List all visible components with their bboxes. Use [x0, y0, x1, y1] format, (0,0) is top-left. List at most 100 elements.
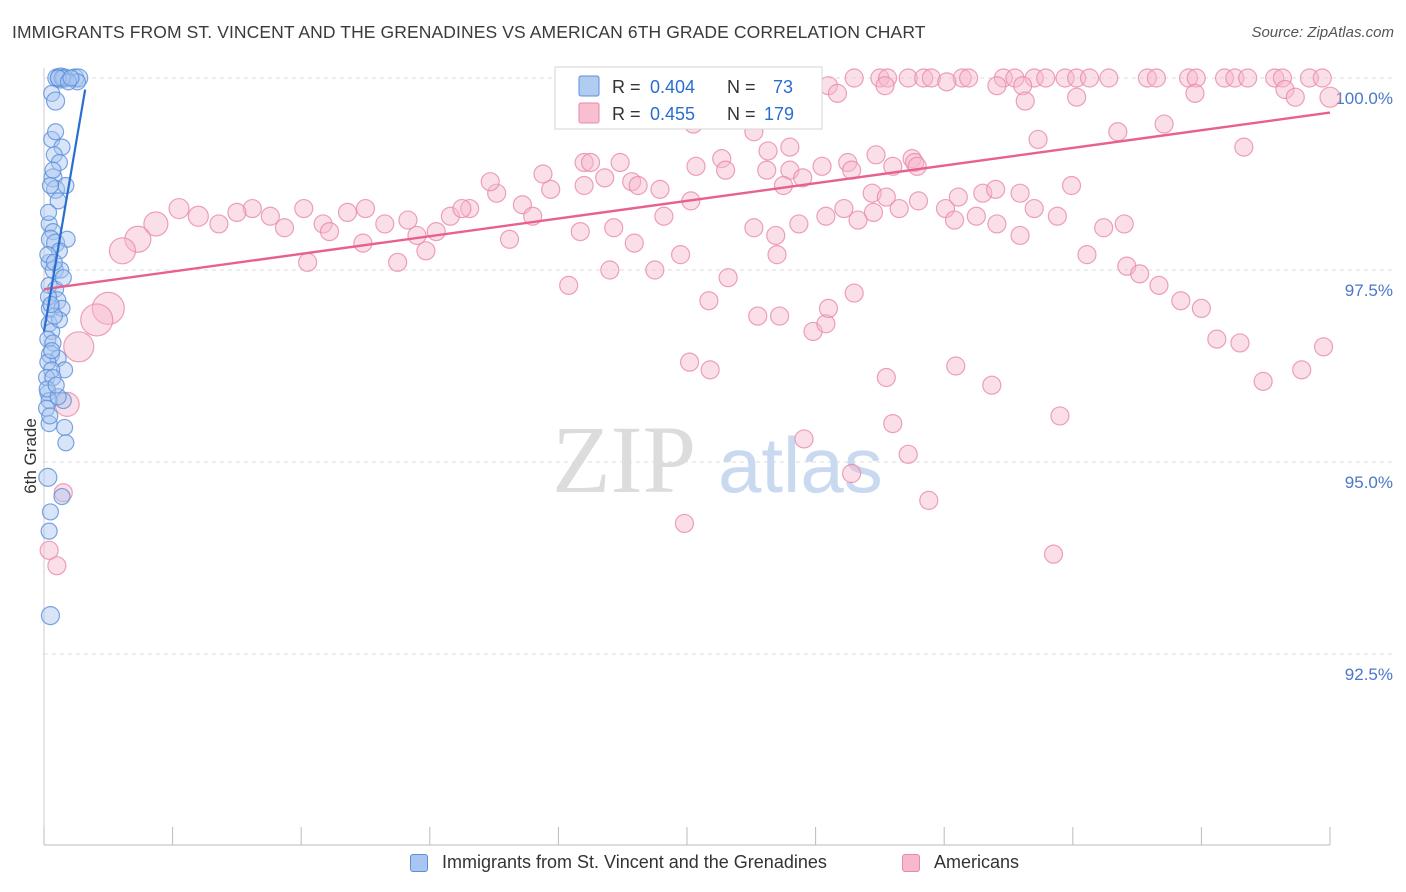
pink-point — [767, 245, 787, 265]
pink-point — [574, 152, 594, 173]
stats-blue-r-value: 0.404 — [650, 77, 695, 97]
pink-point — [1230, 333, 1250, 353]
pink-point — [187, 205, 209, 227]
legend-item-pink[interactable]: Americans — [902, 852, 1019, 873]
pink-point — [715, 160, 736, 180]
pink-point — [952, 68, 972, 88]
chart-source: Source: ZipAtlas.com — [1251, 24, 1394, 41]
pink-point — [487, 183, 507, 203]
pink-point — [718, 268, 738, 288]
blue-point — [57, 434, 75, 452]
pink-point — [757, 160, 777, 180]
pink-point — [898, 68, 918, 88]
pink-point — [866, 145, 886, 165]
blue-point — [44, 161, 62, 179]
watermark-zip: ZIP — [552, 406, 696, 513]
legend-item-blue[interactable]: Immigrants from St. Vincent and the Gren… — [410, 852, 827, 873]
pink-point — [862, 183, 882, 203]
blue-point — [43, 342, 61, 360]
pink-point — [1312, 68, 1332, 88]
blue-point — [42, 295, 60, 314]
blue-series-points — [37, 67, 89, 626]
y-tick-label: 92.5% — [1345, 665, 1393, 684]
pink-point — [452, 198, 472, 219]
pink-point — [1067, 87, 1087, 107]
scatter-plot: ZIP atlas 0.0%100.0% 92.5% 95.0% 97.5% 100.… — [21, 66, 1393, 846]
pink-point — [398, 210, 418, 230]
pink-point — [595, 168, 615, 188]
pink-point — [407, 225, 427, 246]
pink-point — [1079, 68, 1100, 88]
pink-point — [559, 275, 579, 295]
pink-point — [353, 233, 373, 253]
pink-point — [1285, 87, 1305, 107]
pink-point — [670, 245, 691, 265]
pink-point — [1013, 76, 1033, 96]
blue-point — [46, 123, 65, 141]
pink-point — [812, 156, 832, 176]
grid-lines — [44, 77, 1392, 655]
pink-point — [948, 187, 968, 207]
pink-point — [645, 260, 665, 280]
pink-point — [1275, 79, 1295, 100]
pink-point — [679, 352, 700, 372]
pink-point — [793, 168, 813, 188]
pink-point — [863, 202, 884, 222]
pink-point — [1050, 406, 1070, 426]
pink-point — [610, 152, 630, 173]
pink-point — [848, 210, 868, 230]
pink-point — [1253, 371, 1273, 391]
pink-point — [604, 218, 624, 238]
y-tick-label: 100.0% — [1335, 89, 1393, 108]
legend-pink-swatch — [902, 853, 920, 872]
pink-point — [686, 156, 706, 176]
stats-pink-swatch — [578, 102, 600, 124]
pink-point — [1010, 225, 1030, 246]
pink-point — [1146, 68, 1166, 88]
pink-point — [39, 540, 59, 560]
pink-point — [1077, 245, 1097, 265]
pink-point — [480, 172, 500, 192]
pink-point — [650, 179, 670, 199]
pink-point — [298, 252, 318, 272]
pink-point — [1130, 264, 1150, 284]
pink-point — [766, 225, 786, 246]
pink-point — [143, 211, 169, 237]
pink-point — [1114, 214, 1134, 234]
blue-point — [54, 269, 72, 287]
blue-point — [39, 203, 58, 221]
stats-blue-r-label: R = — [612, 77, 641, 97]
pink-point — [1272, 68, 1293, 88]
pink-point — [416, 241, 436, 261]
blue-point — [57, 176, 75, 195]
pink-point — [533, 164, 553, 184]
pink-point — [883, 414, 903, 434]
pink-point — [876, 187, 896, 207]
pink-point — [919, 490, 939, 510]
pink-point — [993, 68, 1013, 88]
pink-point — [789, 214, 809, 234]
pink-point — [794, 429, 814, 449]
pink-point — [570, 222, 590, 242]
pink-point — [108, 237, 137, 265]
pink-point — [987, 76, 1007, 96]
pink-point — [1036, 68, 1056, 88]
pink-point — [1154, 114, 1174, 134]
pink-point — [574, 175, 594, 196]
pink-point — [844, 68, 864, 88]
pink-point — [168, 197, 190, 220]
pink-point — [946, 356, 966, 376]
legend: Immigrants from St. Vincent and the Gren… — [0, 850, 1406, 880]
pink-point — [1292, 360, 1312, 380]
pink-point — [908, 191, 929, 211]
blue-point — [62, 69, 80, 87]
pink-point — [1047, 206, 1067, 226]
pink-point — [388, 252, 408, 272]
pink-point — [80, 303, 114, 337]
pink-point — [1319, 86, 1341, 108]
pink-point — [294, 198, 314, 219]
pink-point — [748, 306, 768, 326]
blue-point — [40, 605, 61, 626]
pink-point — [700, 360, 720, 380]
pink-point — [758, 141, 778, 161]
